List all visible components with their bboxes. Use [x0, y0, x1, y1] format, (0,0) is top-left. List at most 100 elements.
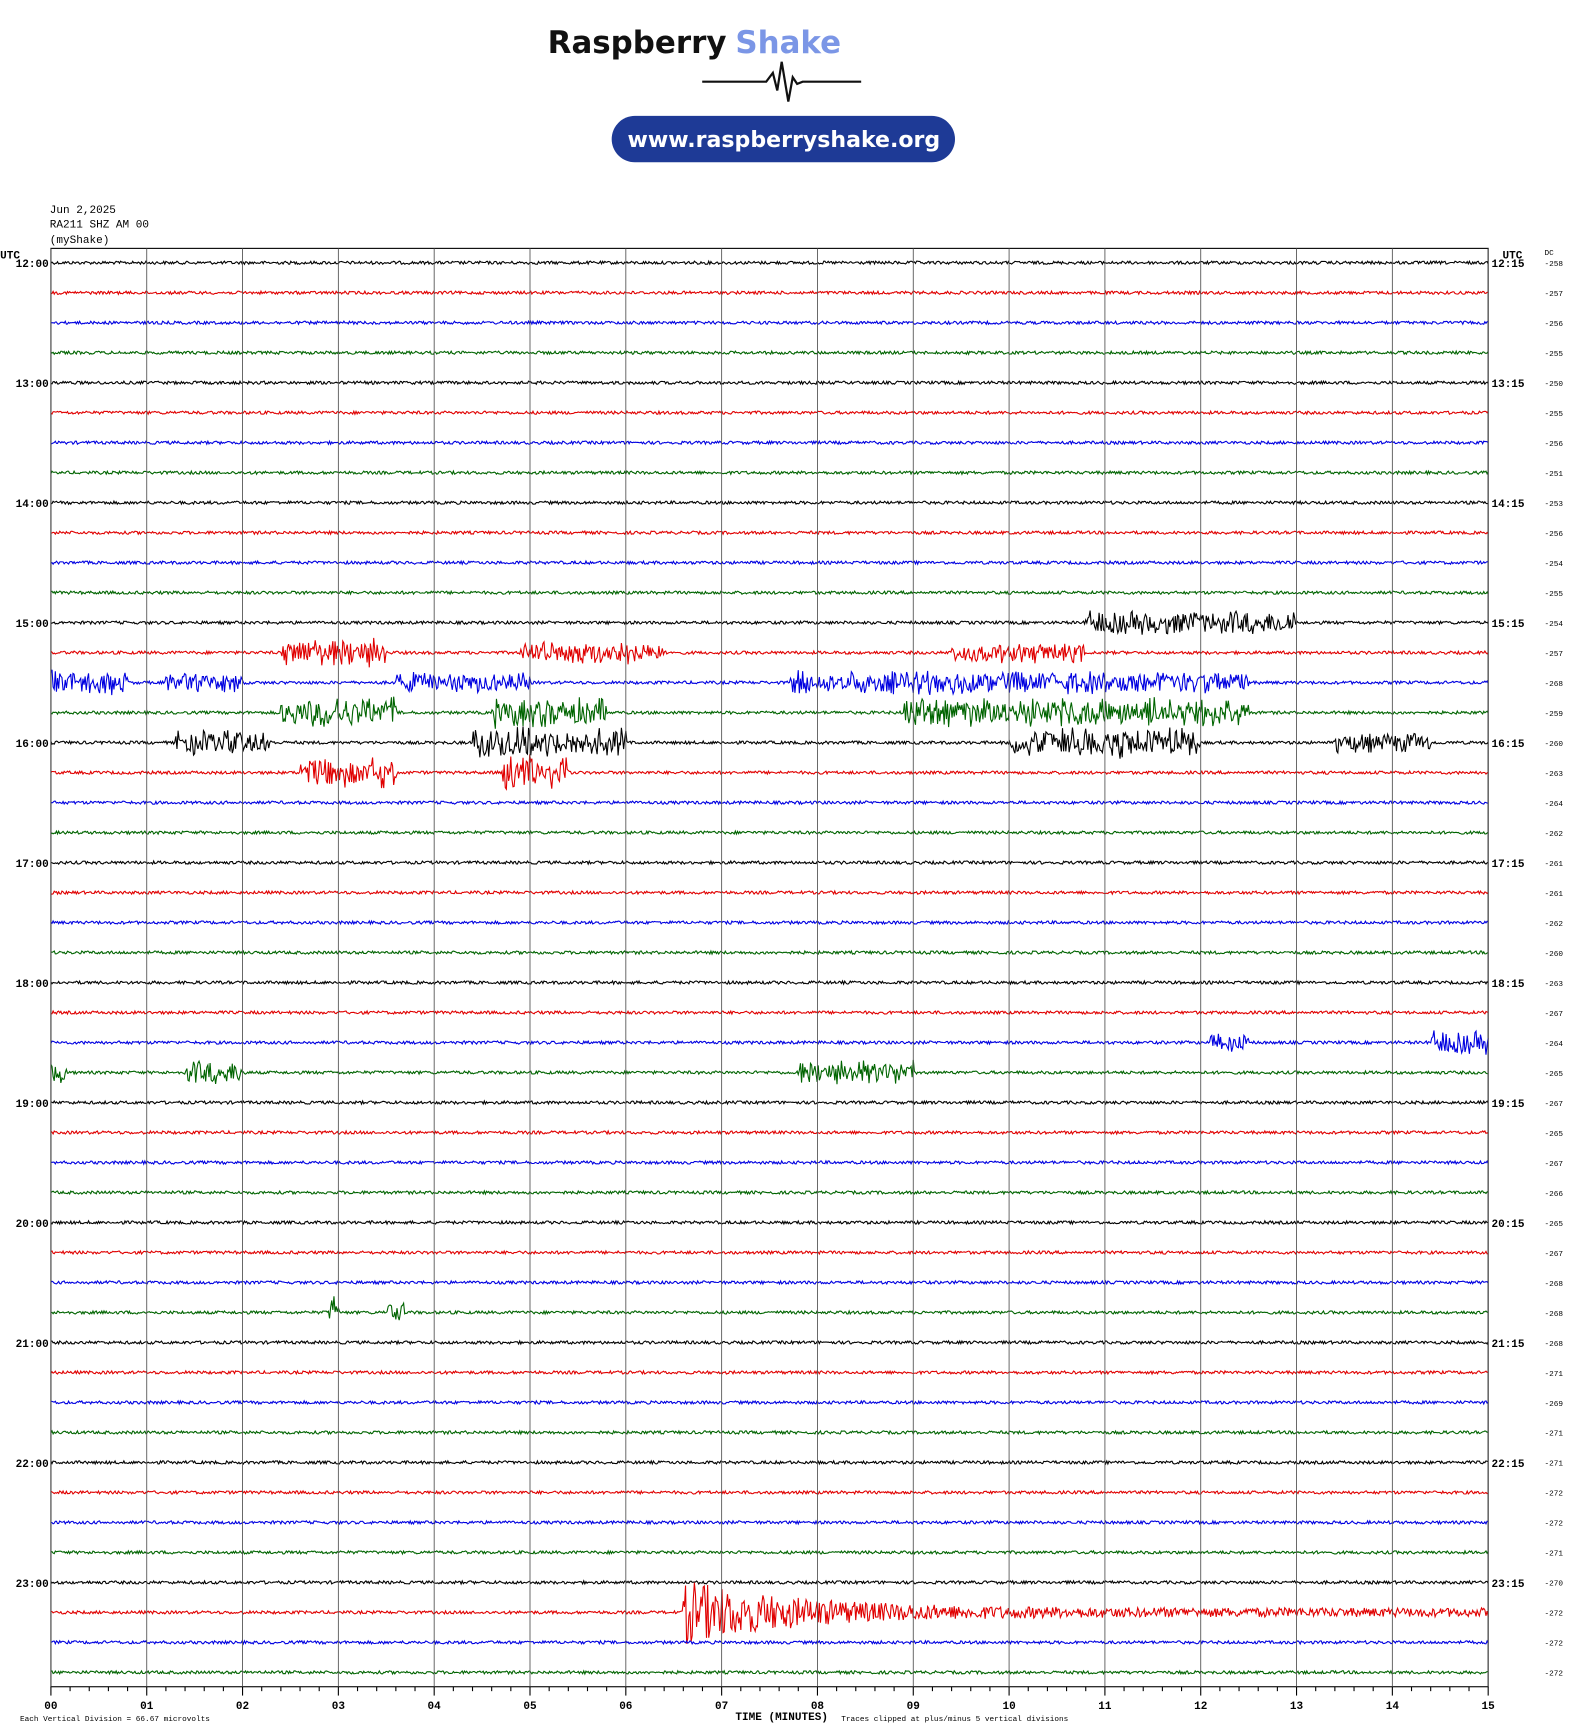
trace	[50, 289, 1489, 296]
trace	[50, 499, 1489, 506]
source: (myShake)	[50, 235, 110, 247]
dc-value: -267	[1544, 1251, 1563, 1259]
trace	[50, 1639, 1489, 1646]
dc-value: -262	[1544, 831, 1563, 839]
trace	[50, 1189, 1489, 1196]
trace	[50, 859, 1489, 866]
dc-value: -255	[1544, 351, 1563, 359]
trace	[50, 1669, 1489, 1676]
dc-value: -272	[1544, 1671, 1563, 1679]
right-time-label: 16:15	[1491, 739, 1524, 751]
dc-value: -271	[1544, 1431, 1563, 1439]
x-tick-label: 06	[619, 1701, 632, 1713]
dc-value: -255	[1544, 411, 1563, 419]
trace	[50, 409, 1489, 416]
dc-value: -262	[1544, 921, 1563, 929]
dc-value: -269	[1544, 1401, 1563, 1409]
dc-value: -268	[1544, 1281, 1563, 1289]
x-tick-label: 14	[1386, 1701, 1400, 1713]
dc-value: -272	[1544, 1521, 1563, 1529]
trace	[50, 1009, 1489, 1016]
trace	[50, 1129, 1489, 1136]
trace	[50, 889, 1489, 896]
right-time-label: 20:15	[1491, 1219, 1524, 1231]
dc-value: -268	[1544, 1341, 1563, 1349]
trace	[50, 919, 1489, 926]
dc-value: -268	[1544, 681, 1563, 689]
x-tick-label: 00	[44, 1701, 57, 1713]
clip-note: Traces clipped at plus/minus 5 vertical …	[841, 1716, 1068, 1724]
dc-value: -254	[1544, 561, 1563, 569]
url[interactable]: www.raspberryshake.org	[628, 128, 941, 153]
left-time-label: 13:00	[16, 379, 49, 391]
left-time-label: 21:00	[16, 1339, 49, 1351]
dc-value: -256	[1544, 531, 1563, 539]
trace	[50, 1429, 1489, 1436]
trace	[50, 979, 1489, 986]
trace	[50, 609, 1489, 636]
x-tick-label: 09	[907, 1701, 920, 1713]
right-time-label: 22:15	[1491, 1459, 1524, 1471]
right-time-label: 17:15	[1491, 859, 1524, 871]
dc-value: -270	[1544, 1581, 1563, 1589]
trace	[50, 379, 1489, 386]
dc-value: -267	[1544, 1101, 1563, 1109]
dc-value: -261	[1544, 891, 1563, 899]
trace	[50, 1296, 1489, 1321]
right-time-label: 14:15	[1491, 499, 1524, 511]
x-tick-label: 01	[140, 1701, 154, 1713]
footnote: Each Vertical Division = 66.67 microvolt…	[20, 1716, 210, 1724]
x-tick-label: 11	[1098, 1701, 1112, 1713]
plot-frame	[50, 247, 1489, 1688]
dc-value: -261	[1544, 861, 1563, 869]
dc-value: -272	[1544, 1491, 1563, 1499]
x-tick-label: 05	[523, 1701, 537, 1713]
x-tick-label: 02	[236, 1701, 249, 1713]
trace	[50, 1249, 1489, 1256]
url-pill[interactable]	[611, 115, 955, 163]
left-time-label: 23:00	[16, 1579, 49, 1591]
dc-value: -267	[1544, 1161, 1563, 1169]
dc-value: -258	[1544, 261, 1563, 269]
dc-value: -271	[1544, 1461, 1563, 1469]
trace	[50, 1582, 1489, 1644]
trace	[50, 1369, 1489, 1376]
date: Jun 2,2025	[50, 205, 116, 217]
dc-value: -268	[1544, 1311, 1563, 1319]
left-time-label: 22:00	[16, 1459, 49, 1471]
trace	[50, 829, 1489, 836]
logo-text: Raspberry	[548, 25, 727, 61]
right-time-label: 19:15	[1491, 1099, 1524, 1111]
left-time-label: 19:00	[16, 1099, 49, 1111]
trace	[50, 1549, 1489, 1556]
dc-value: -256	[1544, 321, 1563, 329]
dc-value: -272	[1544, 1611, 1563, 1619]
x-tick-label: 08	[811, 1701, 825, 1713]
right-time-label: 12:15	[1491, 259, 1524, 271]
trace	[50, 319, 1489, 326]
x-tick-label: 07	[715, 1701, 728, 1713]
left-axis-label: UTC	[0, 250, 20, 262]
left-time-label: 12:00	[16, 259, 49, 271]
logo-text: Shake	[735, 25, 841, 61]
right-axis-label: UTC	[1503, 250, 1523, 262]
trace	[50, 1279, 1489, 1286]
left-time-label: 14:00	[16, 499, 49, 511]
trace	[50, 1159, 1489, 1166]
trace	[50, 1029, 1489, 1056]
dc-value: -250	[1544, 381, 1563, 389]
trace	[50, 1099, 1489, 1106]
dc-value: -266	[1544, 1191, 1563, 1199]
dc-value: -255	[1544, 591, 1563, 599]
dc-value: -264	[1544, 801, 1563, 809]
left-time-label: 16:00	[16, 739, 49, 751]
dc-value: -265	[1544, 1221, 1563, 1229]
trace	[50, 349, 1489, 356]
trace	[50, 949, 1489, 956]
dc-value: -257	[1544, 651, 1563, 659]
dc-value: -256	[1544, 441, 1563, 449]
dc-value: -263	[1544, 981, 1563, 989]
trace	[50, 1219, 1489, 1226]
